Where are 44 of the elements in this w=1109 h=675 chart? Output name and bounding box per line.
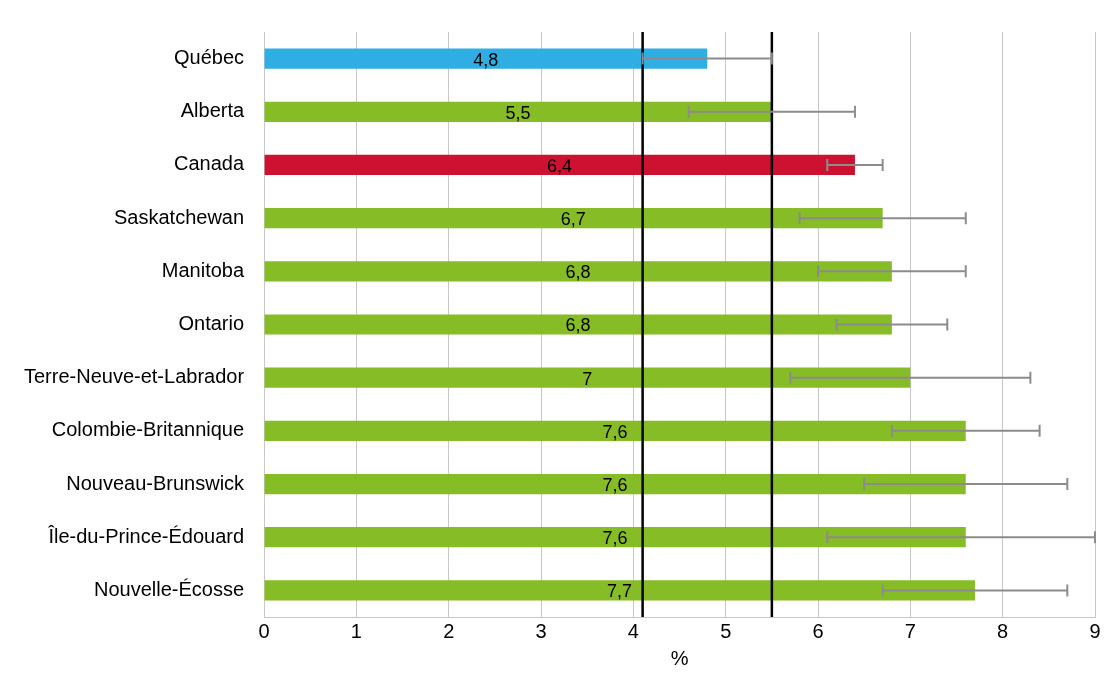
data-label: 7,7 — [607, 581, 633, 602]
data-label: 7,6 — [602, 475, 628, 496]
bar — [264, 314, 892, 335]
y-tick-label: Québec — [174, 46, 245, 69]
data-label: 6,8 — [565, 315, 591, 336]
y-tick-label: Terre-Neuve-et-Labrador — [23, 365, 245, 388]
x-tick-label: 2 — [443, 619, 455, 642]
x-tick-label: 3 — [535, 619, 547, 642]
bar — [264, 101, 772, 122]
y-tick-label: Nouveau-Brunswick — [66, 471, 246, 494]
y-tick-label: Saskatchewan — [114, 205, 245, 228]
bar — [264, 420, 966, 441]
bar — [264, 154, 855, 176]
bar — [264, 580, 975, 601]
data-label: 6,8 — [565, 262, 591, 283]
data-label: 7,6 — [602, 528, 628, 549]
x-tick-label: 5 — [720, 619, 732, 642]
data-label: 4,8 — [473, 49, 499, 70]
x-tick-label: 1 — [350, 619, 362, 642]
bar — [264, 473, 966, 495]
bar — [264, 208, 883, 229]
bar — [264, 367, 911, 388]
y-tick-label: Canada — [174, 152, 245, 175]
data-label: 6,4 — [547, 155, 573, 176]
bar — [264, 48, 708, 69]
y-tick-label: Manitoba — [161, 258, 245, 281]
y-tick-label: Alberta — [180, 99, 245, 122]
data-label: 6,7 — [560, 209, 586, 230]
data-label: 7 — [582, 368, 593, 389]
x-tick-label: 9 — [1089, 619, 1101, 642]
bar — [264, 261, 892, 282]
x-tick-label: 6 — [812, 619, 824, 642]
data-label: 7,6 — [602, 421, 628, 442]
y-tick-label: Nouvelle-Écosse — [94, 577, 245, 600]
y-tick-label: Ontario — [178, 312, 245, 335]
x-tick-label: 4 — [627, 619, 639, 642]
x-tick-label: 0 — [258, 619, 270, 642]
x-tick-label: 7 — [904, 619, 916, 642]
y-tick-label: Colombie-Britannique — [51, 418, 245, 441]
x-tick-label: 8 — [997, 619, 1009, 642]
y-tick-label: Île-du-Prince-Édouard — [47, 524, 245, 547]
x-axis-title: % — [670, 646, 689, 669]
bar — [264, 527, 966, 548]
data-label: 5,5 — [505, 102, 531, 123]
